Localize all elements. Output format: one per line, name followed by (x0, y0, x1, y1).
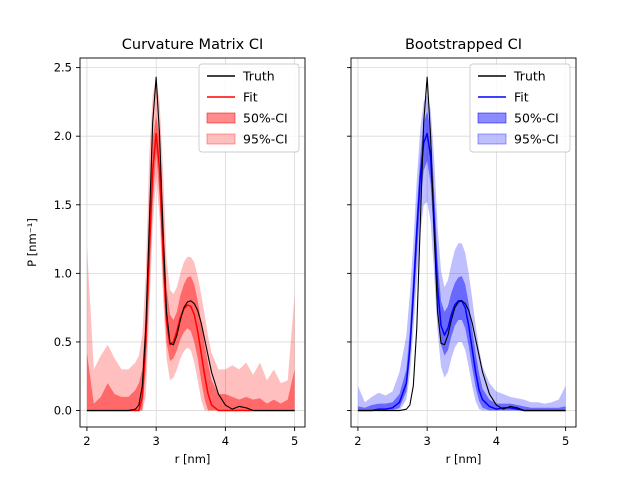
legend-swatch (477, 112, 507, 124)
y-tick-label: 1.5 (54, 198, 72, 212)
legend-label: 50%-CI (243, 111, 288, 126)
legend: Truth Fit 50%-CI 95%-CI (469, 63, 571, 153)
y-tick-label: 0.0 (54, 404, 72, 418)
legend-swatch (206, 133, 236, 145)
y-tick-label: 2.5 (54, 61, 72, 75)
ci50-band (357, 111, 566, 411)
x-tick-label: 2 (83, 434, 90, 448)
legend-label: 50%-CI (514, 111, 559, 126)
y-tick-label: 1.0 (54, 266, 72, 280)
axes-frame (79, 57, 306, 428)
x-tick-label: 5 (291, 434, 298, 448)
legend: Truth Fit 50%-CI 95%-CI (198, 63, 300, 153)
legend-label: 95%-CI (514, 132, 559, 147)
x-tick-label: 4 (493, 434, 500, 448)
axes-frame (350, 57, 577, 428)
ci95-band (86, 78, 295, 411)
truth-line (357, 76, 566, 412)
legend-box (469, 63, 571, 153)
y-axis-label: P [nm⁻¹] (25, 218, 39, 267)
legend-label: Truth (513, 69, 546, 84)
x-tick-label: 3 (152, 434, 159, 448)
x-tick-label: 2 (354, 434, 361, 448)
x-axis-label: r [nm] (175, 452, 211, 466)
chart-title: Bootstrapped CI (405, 37, 522, 53)
legend-label: 95%-CI (243, 132, 288, 147)
chart-panel-1: 2 3 4 5 Bootstrapped CI r [nm] Truth Fit 50%-CI 9… (347, 37, 577, 466)
y-tick-label: 0.5 (54, 335, 72, 349)
legend-box (198, 63, 300, 153)
plot-area (86, 76, 295, 412)
fit-line (357, 132, 566, 412)
panels: 2 3 4 5 0.0 0.5 1.0 1.5 2.0 2.5 Curvature Matrix C… (25, 37, 577, 466)
legend-label: Truth (242, 69, 275, 84)
y-tick-label: 2.0 (54, 129, 72, 143)
x-tick-label: 3 (423, 434, 430, 448)
truth-line (86, 76, 295, 412)
plot-area (357, 76, 566, 412)
legend-swatch (206, 112, 236, 124)
chart-title: Curvature Matrix CI (122, 37, 263, 53)
legend-label: Fit (243, 90, 258, 105)
x-tick-label: 5 (562, 434, 569, 448)
ci95-band (357, 95, 566, 411)
x-tick-label: 4 (222, 434, 229, 448)
chart-panel-0: 2 3 4 5 0.0 0.5 1.0 1.5 2.0 2.5 Curvature Matrix C… (25, 37, 306, 466)
legend-swatch (477, 133, 507, 145)
legend-label: Fit (514, 90, 529, 105)
x-axis-label: r [nm] (446, 452, 482, 466)
